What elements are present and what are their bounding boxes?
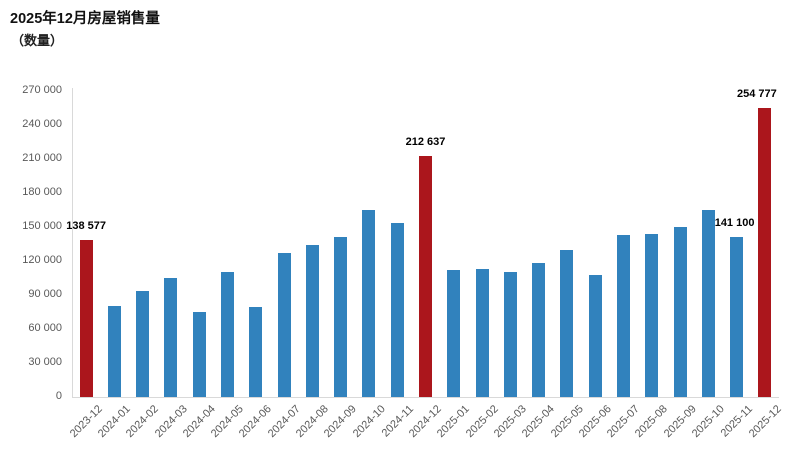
- bar-2025-01[interactable]: [447, 270, 461, 397]
- y-tick-label: 150 000: [22, 219, 62, 232]
- bar-2024-12[interactable]: [419, 155, 432, 397]
- bar-2025-03[interactable]: [503, 271, 517, 397]
- bar-2025-11[interactable]: [730, 236, 744, 397]
- value-label: 138 577: [66, 219, 107, 232]
- y-tick-label: 120 000: [22, 253, 62, 266]
- x-axis-line: [72, 397, 779, 398]
- y-tick-label: 0: [55, 390, 62, 402]
- bar-2024-01[interactable]: [107, 306, 121, 397]
- bar-2025-06[interactable]: [588, 274, 602, 397]
- bar-2025-08[interactable]: [645, 234, 659, 397]
- y-tick-label: 270 000: [22, 83, 62, 96]
- bar-2024-03[interactable]: [164, 277, 178, 397]
- y-axis-line: [72, 88, 73, 397]
- bar-2024-04[interactable]: [192, 311, 206, 397]
- y-tick-label: 60 000: [28, 321, 62, 334]
- y-tick-label: 210 000: [22, 151, 62, 164]
- bar-2024-02[interactable]: [136, 291, 150, 397]
- y-tick-label: 240 000: [22, 117, 62, 130]
- bar-2025-12[interactable]: [758, 107, 772, 397]
- bar-2025-04[interactable]: [532, 263, 546, 397]
- value-label: 212 637: [405, 135, 446, 148]
- bar-2024-06[interactable]: [249, 307, 263, 397]
- y-tick-label: 90 000: [28, 287, 62, 300]
- bar-2025-07[interactable]: [616, 235, 630, 397]
- bar-2025-09[interactable]: [673, 226, 687, 397]
- bar-2023-12[interactable]: [79, 239, 93, 397]
- y-tick-label: 180 000: [22, 185, 62, 198]
- bar-2025-02[interactable]: [475, 268, 489, 397]
- bar-2025-05[interactable]: [560, 249, 574, 397]
- bar-2024-11[interactable]: [390, 223, 404, 397]
- value-label: 141 100: [714, 216, 755, 229]
- chart-subtitle: （数量）: [11, 33, 64, 48]
- bar-2025-10[interactable]: [701, 210, 715, 397]
- bar-2024-09[interactable]: [334, 236, 348, 397]
- bar-2024-07[interactable]: [277, 253, 291, 397]
- bar-2024-05[interactable]: [221, 272, 235, 397]
- chart-title: 2025年12月房屋销售量: [10, 11, 160, 27]
- y-tick-label: 30 000: [28, 355, 62, 368]
- bar-2024-10[interactable]: [362, 209, 376, 397]
- bar-2024-08[interactable]: [305, 244, 319, 397]
- value-label: 254 777: [736, 87, 777, 100]
